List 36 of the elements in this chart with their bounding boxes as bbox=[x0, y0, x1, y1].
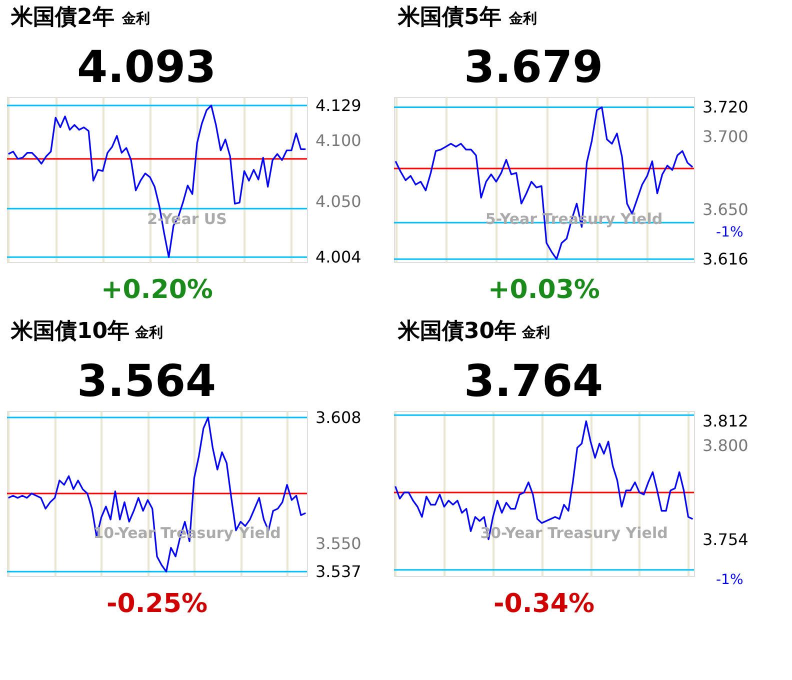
chart-subtitle: 金利 bbox=[508, 11, 537, 27]
text: -1% bbox=[716, 572, 744, 588]
y-tick-label: 3.650 bbox=[702, 200, 748, 219]
y-tick-label: 4.129 bbox=[316, 96, 362, 115]
y-tick-label: 4.100 bbox=[316, 131, 362, 150]
y-tick-label: 3.800 bbox=[702, 436, 748, 456]
text: +0.20% bbox=[101, 275, 213, 305]
text: -0.34% bbox=[494, 589, 594, 619]
y-tick-label: 4.050 bbox=[316, 192, 362, 211]
y-tick-label: 3.608 bbox=[316, 408, 362, 428]
y-tick-label: 3.550 bbox=[316, 534, 362, 553]
chart-subtitle: 金利 bbox=[134, 325, 163, 341]
line-series bbox=[394, 420, 694, 540]
text: 3.764 bbox=[464, 356, 604, 407]
line-series bbox=[8, 104, 306, 258]
chart-title: 米国債2年 bbox=[10, 5, 114, 30]
text: -0.25% bbox=[106, 589, 208, 619]
line-series bbox=[394, 106, 694, 260]
y-tick-label: 3.720 bbox=[702, 98, 748, 117]
chart-title: 米国債10年 bbox=[10, 319, 130, 344]
y-tick-label: 3.616 bbox=[702, 250, 748, 269]
y-tick-label: 4.004 bbox=[316, 248, 362, 267]
text: 3.564 bbox=[77, 356, 216, 407]
y-tick-label: 3.812 bbox=[702, 412, 748, 431]
y-tick-label: 3.537 bbox=[316, 562, 362, 582]
text: 3.679 bbox=[464, 42, 604, 93]
y-tick-label: 3.754 bbox=[702, 530, 748, 549]
text: +0.03% bbox=[488, 275, 600, 305]
y-tick-label: 3.700 bbox=[702, 126, 748, 146]
text: 4.093 bbox=[77, 42, 216, 93]
chart-subtitle: 金利 bbox=[521, 325, 550, 341]
chart-subtitle: 金利 bbox=[121, 11, 150, 27]
text: -1% bbox=[716, 224, 744, 241]
chart-title: 米国債5年 bbox=[397, 5, 502, 30]
line-series bbox=[8, 416, 306, 572]
chart-title: 米国債30年 bbox=[397, 319, 517, 344]
